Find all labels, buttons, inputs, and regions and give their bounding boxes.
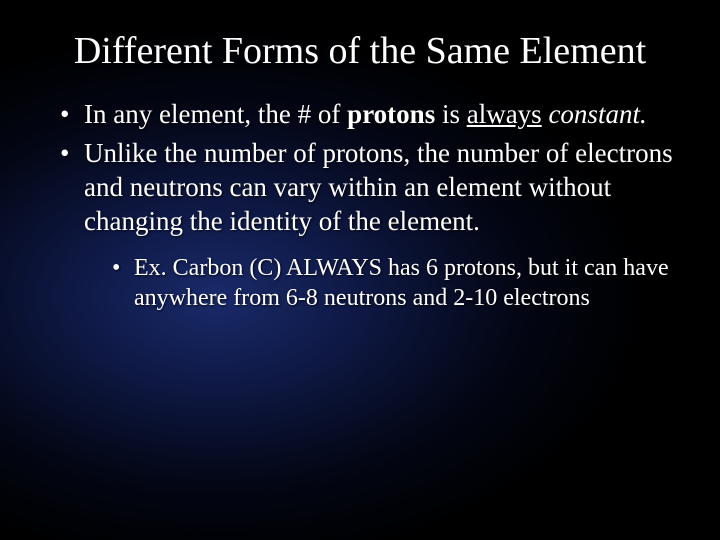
bullet-1-pre: In any element, the # of	[84, 99, 347, 129]
sub-bullet-list: Ex. Carbon (C) ALWAYS has 6 protons, but…	[84, 253, 680, 313]
bullet-1-underline: always	[467, 99, 542, 129]
bullet-1-mid: is	[435, 99, 467, 129]
sub-bullet-1-text: Ex. Carbon (C) ALWAYS has 6 protons, but…	[134, 255, 669, 311]
bullet-list: In any element, the # of protons is alwa…	[40, 98, 680, 313]
slide: Different Forms of the Same Element In a…	[0, 0, 720, 540]
sub-bullet-1: Ex. Carbon (C) ALWAYS has 6 protons, but…	[112, 253, 680, 313]
bullet-2-text: Unlike the number of protons, the number…	[84, 138, 673, 236]
bullet-2: Unlike the number of protons, the number…	[60, 137, 680, 312]
bullet-1-bold: protons	[347, 99, 435, 129]
slide-title: Different Forms of the Same Element	[40, 30, 680, 74]
bullet-1-italic: constant.	[548, 99, 646, 129]
bullet-1: In any element, the # of protons is alwa…	[60, 98, 680, 132]
